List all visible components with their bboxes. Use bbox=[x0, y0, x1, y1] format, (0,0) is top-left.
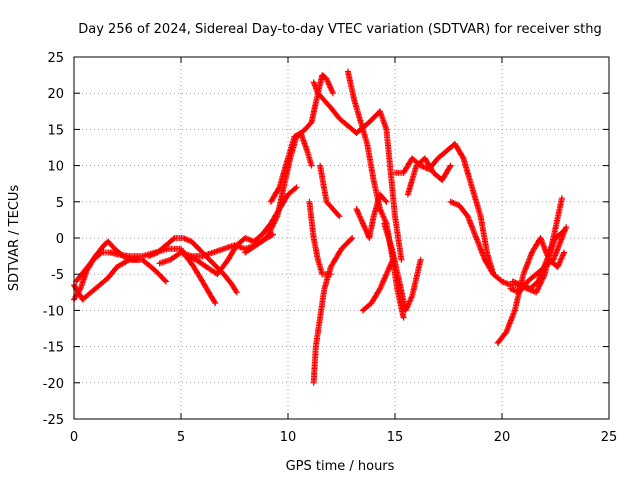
data-marker-arc bbox=[317, 162, 343, 220]
data-marker-arc bbox=[447, 195, 565, 296]
data-marker-arc bbox=[310, 235, 356, 386]
series-arc-16 bbox=[381, 220, 424, 314]
data-marker-arc bbox=[310, 79, 405, 263]
y-tick-labels: -25 -20 -15 -10 -5 0 5 10 15 20 25 bbox=[43, 51, 64, 428]
x-tick-label: 5 bbox=[177, 430, 185, 445]
y-tick-label: -10 bbox=[43, 304, 64, 319]
series-arc-19 bbox=[447, 195, 565, 296]
y-tick-label: 10 bbox=[47, 160, 64, 175]
series-arc-6 bbox=[182, 184, 300, 278]
y-tick-label: -20 bbox=[43, 377, 64, 392]
data-marker-arc bbox=[353, 191, 390, 241]
x-tick-label: 15 bbox=[387, 430, 404, 445]
y-tick-label: 15 bbox=[47, 123, 64, 138]
y-tick-label: 20 bbox=[47, 87, 64, 102]
data-marker-arc bbox=[359, 256, 396, 314]
y-tick-label: -5 bbox=[51, 268, 64, 283]
x-tick-label: 20 bbox=[494, 430, 511, 445]
y-tick-label: -15 bbox=[43, 341, 64, 356]
x-tick-label: 10 bbox=[280, 430, 297, 445]
chart-title: Day 256 of 2024, Sidereal Day-to-day VTE… bbox=[78, 22, 602, 37]
series-arc-14 bbox=[359, 256, 396, 314]
y-tick-label: 0 bbox=[56, 232, 64, 247]
series-arc-12 bbox=[317, 162, 343, 220]
x-axis-label: GPS time / hours bbox=[286, 459, 395, 474]
series-arc-18 bbox=[404, 155, 454, 198]
axis-ticks bbox=[73, 56, 610, 420]
y-axis-label: SDTVAR / TECUs bbox=[7, 185, 22, 292]
data-marker-arc bbox=[182, 184, 300, 278]
y-tick-label: 5 bbox=[56, 196, 64, 211]
x-tick-labels: 0 5 10 15 20 25 bbox=[70, 430, 617, 445]
data-marker-arc bbox=[267, 130, 315, 205]
series-arc-22 bbox=[509, 227, 568, 292]
data-marker-arc bbox=[306, 198, 334, 278]
series-arc-8 bbox=[267, 130, 315, 205]
y-tick-label: -25 bbox=[43, 413, 64, 428]
data-marker-arc bbox=[404, 155, 454, 198]
data-points bbox=[71, 68, 570, 386]
y-tick-label: 25 bbox=[47, 51, 64, 66]
data-marker-arc bbox=[509, 227, 568, 292]
series-arc-15 bbox=[353, 191, 390, 241]
x-tick-label: 25 bbox=[601, 430, 618, 445]
data-marker-arc bbox=[381, 220, 424, 314]
series-arc-9 bbox=[310, 79, 405, 263]
series-arc-10 bbox=[306, 198, 334, 278]
x-tick-label: 0 bbox=[70, 430, 78, 445]
series-arc-11 bbox=[310, 235, 356, 386]
grid-lines bbox=[74, 57, 609, 419]
